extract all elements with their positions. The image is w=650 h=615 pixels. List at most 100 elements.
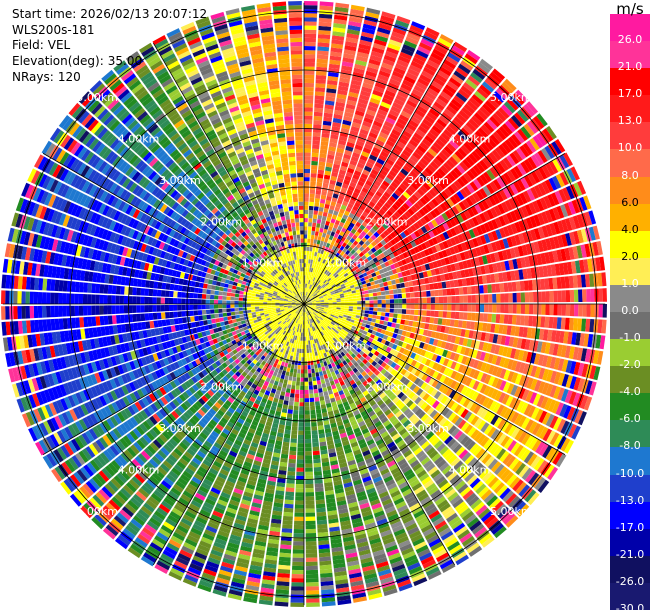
range-gate: [304, 42, 316, 46]
range-gate: [288, 467, 296, 472]
range-gate: [283, 520, 293, 525]
range-gate: [315, 95, 325, 100]
range-gate: [318, 215, 323, 220]
range-gate: [377, 308, 381, 312]
range-gate: [369, 293, 374, 297]
range-gate: [306, 259, 308, 263]
range-gate: [361, 298, 365, 301]
range-gate: [483, 285, 488, 294]
range-gate: [300, 386, 304, 390]
range-gate: [520, 281, 525, 291]
range-gate: [297, 447, 304, 451]
range-gate: [520, 315, 525, 325]
range-gate: [306, 541, 317, 545]
range-gate: [427, 304, 431, 310]
range-gate: [365, 307, 369, 310]
range-gate: [296, 386, 300, 390]
range-gate: [305, 406, 310, 410]
range-gate: [291, 582, 304, 586]
range-gate: [317, 380, 321, 385]
range-gate: [426, 317, 431, 323]
range-gate: [311, 161, 318, 166]
range-gate: [363, 317, 368, 321]
range-gate: [307, 243, 310, 247]
range-gate: [315, 401, 320, 406]
range-gate: [296, 480, 304, 484]
range-gate: [282, 524, 292, 529]
range-gate: [292, 566, 304, 570]
range-gate: [311, 369, 315, 374]
range-gate: [370, 322, 375, 326]
range-gate: [521, 292, 525, 302]
range-gate: [438, 318, 443, 325]
range-gate: [317, 46, 329, 51]
range-gate: [296, 484, 304, 488]
range-gate: [294, 365, 297, 370]
range-gate: [376, 316, 381, 320]
range-gate: [504, 293, 508, 302]
range-gate: [304, 99, 313, 103]
range-gate: [319, 433, 325, 438]
range-gate: [472, 295, 476, 303]
range-gate: [423, 298, 427, 304]
range-gate: [315, 198, 320, 203]
range-gate: [301, 374, 304, 378]
range-gate: [377, 312, 382, 316]
range-gate: [304, 30, 316, 34]
range-gate: [279, 557, 291, 562]
range-gate: [317, 512, 327, 517]
range-gate: [557, 317, 562, 329]
range-gate: [317, 363, 321, 368]
range-gate: [311, 422, 317, 427]
range-gate: [288, 376, 292, 381]
range-gate: [341, 306, 345, 308]
range-gate: [361, 301, 365, 304]
range-gate: [459, 287, 464, 294]
range-gate: [398, 294, 402, 299]
range-gate: [496, 304, 500, 313]
range-gate: [361, 310, 365, 313]
range-gate: [396, 319, 401, 324]
range-gate: [554, 291, 558, 303]
range-gate: [308, 263, 310, 267]
range-gate: [357, 310, 361, 313]
range-gate: [309, 381, 313, 385]
range-gate: [292, 574, 304, 578]
range-gate: [316, 79, 326, 84]
range-gate: [299, 415, 304, 419]
range-gate: [314, 108, 323, 113]
range-gate: [292, 381, 296, 386]
range-gate: [305, 394, 309, 398]
range-gate: [294, 348, 297, 352]
range-gate: [513, 304, 517, 314]
range-gate: [297, 455, 304, 459]
range-gate: [406, 298, 410, 303]
range-gate: [516, 315, 521, 325]
range-gate: [307, 251, 310, 255]
range-gate: [421, 316, 426, 322]
range-gate: [378, 304, 382, 308]
range-gate: [309, 214, 313, 218]
range-gate: [345, 299, 349, 301]
range-gate: [284, 508, 294, 513]
range-gate: [570, 290, 575, 302]
range-gate: [310, 194, 315, 198]
range-gate: [401, 288, 406, 293]
range-gate: [295, 344, 298, 348]
range-gate: [459, 312, 464, 319]
range-gate: [293, 356, 296, 360]
range-gate: [298, 365, 301, 369]
range-gate: [304, 173, 310, 177]
range-gate: [377, 296, 381, 300]
range-gate: [283, 379, 287, 384]
range-gate: [517, 293, 521, 303]
range-gate: [322, 383, 327, 388]
range-gate: [455, 312, 460, 319]
range-gate: [305, 427, 311, 431]
range-gate: [308, 218, 312, 222]
range-gate: [423, 304, 427, 310]
range-gate: [442, 319, 447, 326]
range-gate: [392, 318, 397, 323]
range-gate: [294, 406, 299, 410]
range-gate: [479, 313, 484, 321]
